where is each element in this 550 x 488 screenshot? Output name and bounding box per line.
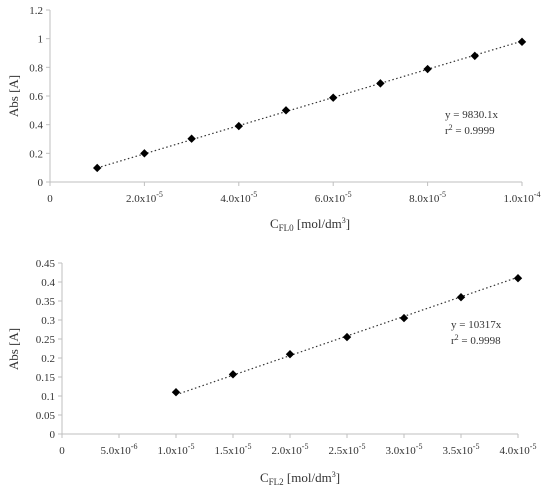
chart-fl2-data-point (456, 293, 466, 302)
chart-fl2-x-tick-label: 5.0x10-6 (101, 442, 138, 457)
chart-fl0-x-tick-label: 2.0x10-5 (126, 190, 163, 205)
chart-fl0-y-tick-label: 0.8 (29, 62, 43, 74)
chart-fl2-x-tick-label: 1.5x10-5 (215, 442, 252, 457)
chart-fl0-y-tick-label: 0.6 (29, 91, 43, 103)
chart-fl0-x-tick-label: 1.0x10-4 (504, 190, 541, 205)
chart-fl0-trendline (97, 40, 523, 169)
chart-fl0: 0 0.2 0.4 0.6 0.8 1 1.2 0 2.0x10-5 4.0x10-5 6.0x10… (6, 5, 540, 233)
chart-fl2-data-point (399, 313, 409, 323)
chart-fl2-equation: y = 10317x (451, 319, 502, 331)
chart-fl2-x-tick-label: 3.5x10-5 (443, 442, 480, 457)
chart-fl2-x-tick-label: 0 (59, 445, 65, 457)
chart-fl2-x-tick-label: 3.0x10-5 (386, 442, 423, 457)
chart-fl2-data-point (513, 274, 523, 283)
chart-fl0-data-point (93, 163, 102, 173)
chart-fl0-y-tick-label: 0 (38, 177, 44, 189)
chart-fl2-x-tick-label: 2.5x10-5 (329, 442, 366, 457)
chart-fl2-x-tick-label: 4.0x10-5 (500, 442, 537, 457)
chart-fl2-ylabel: Abs [A] (6, 328, 21, 370)
chart-fl2-x-tick-label: 1.0x10-5 (158, 442, 195, 457)
chart-fl2-data-point (285, 350, 295, 359)
chart-fl0-xlabel: CFL0 [mol/dm3] (270, 216, 350, 233)
chart-fl0-y-tick-label: 1 (38, 34, 44, 46)
chart-fl2-xlabel: CFL2 [mol/dm3] (260, 470, 340, 487)
chart-fl0-data-point (187, 134, 196, 143)
chart-fl0-equation: y = 9830.1x (445, 109, 498, 121)
chart-fl2-y-tick-label: 0.3 (41, 315, 55, 327)
chart-fl0-data-point (234, 121, 243, 131)
chart-fl0-y-tick-label: 0.2 (29, 148, 43, 160)
chart-fl2-x-tick-label: 2.0x10-5 (272, 442, 309, 457)
chart-fl0-x-tick-label: 8.0x10-5 (409, 190, 446, 205)
chart-fl2-r2: r2 = 0.9998 (451, 333, 501, 347)
chart-fl0-data-point (470, 51, 479, 61)
chart-fl2-y-tick-label: 0.4 (41, 277, 55, 289)
chart-fl0-x-tick-label: 4.0x10-5 (220, 190, 257, 205)
chart-fl2-data-point (342, 332, 352, 342)
chart-fl2-y-tick-label: 0.1 (41, 391, 55, 403)
chart-fl2-y-tick-label: 0.25 (36, 334, 56, 346)
chart-fl2: 0 0.05 0.1 0.15 0.2 0.25 0.3 0.35 0.4 0.45 0 5.0x10… (6, 258, 536, 487)
chart-fl2-y-tick-label: 0.35 (36, 296, 56, 308)
chart-fl0-ylabel: Abs [A] (6, 75, 21, 117)
chart-fl2-y-tick-label: 0 (50, 429, 56, 441)
chart-fl2-marks: 0 0.05 0.1 0.15 0.2 0.25 0.3 0.35 0.4 0.45 0 5.0x10… (36, 258, 537, 457)
chart-fl0-data-point (140, 149, 149, 158)
chart-fl0-data-point (376, 79, 385, 88)
chart-fl0-x-tick-label: 0 (47, 193, 53, 205)
chart-fl0-r2: r2 = 0.9999 (445, 123, 495, 137)
chart-fl0-data-point (329, 93, 338, 102)
chart-fl0-y-tick-label: 1.2 (29, 5, 43, 17)
chart-fl2-data-point (228, 370, 238, 379)
chart-fl2-y-tick-label: 0.15 (36, 372, 56, 384)
chart-fl2-y-tick-label: 0.05 (36, 410, 56, 422)
chart-fl0-data-point (517, 37, 527, 47)
chart-fl0-data-point (281, 106, 291, 115)
chart-fl0-x-tick-label: 6.0x10-5 (315, 190, 352, 205)
chart-fl0-marks: 0 0.2 0.4 0.6 0.8 1 1.2 0 2.0x10-5 4.0x10-5 6.0x10… (29, 5, 540, 205)
chart-fl0-data-point (423, 64, 432, 74)
chart-fl2-data-point (171, 388, 181, 397)
chart-fl0-y-tick-label: 0.4 (29, 120, 43, 132)
chart-fl2-y-tick-label: 0.2 (41, 353, 55, 365)
chart-fl2-y-tick-label: 0.45 (36, 258, 56, 270)
